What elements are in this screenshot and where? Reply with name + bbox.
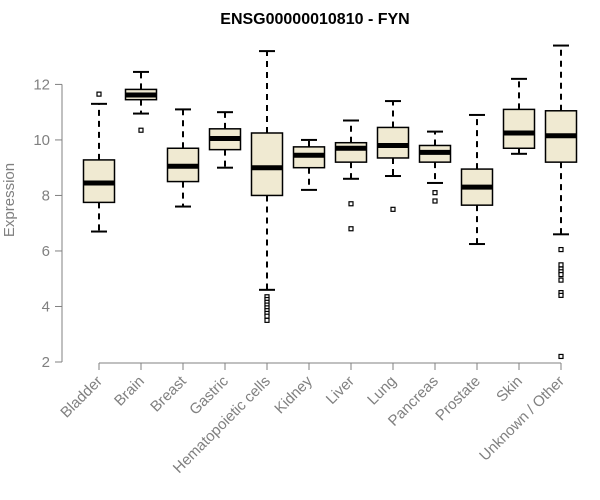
outlier-point	[558, 353, 564, 360]
box-group	[250, 50, 284, 323]
box-group	[460, 113, 494, 246]
x-tick-label: Skin	[493, 373, 526, 406]
box-iqr	[334, 141, 368, 163]
y-tick-label: 4	[42, 298, 50, 315]
y-axis: 2 4 6 8 10 12	[33, 76, 63, 371]
box-iqr	[250, 132, 284, 197]
box-group	[292, 138, 326, 191]
outlier-point	[558, 277, 564, 283]
outlier-point	[348, 226, 354, 232]
box-group	[334, 119, 368, 232]
outlier-point	[432, 190, 438, 196]
outlier-point	[558, 246, 564, 253]
chart-title: ENSG00000010810 - FYN	[220, 11, 409, 28]
x-tick-label: Breast	[147, 372, 190, 415]
x-tick-label: Kidney	[271, 372, 316, 417]
x-tick-label: Bladder	[57, 373, 106, 422]
box-group	[82, 91, 116, 233]
box-group	[418, 130, 452, 204]
box-group	[208, 111, 242, 169]
y-tick-label: 10	[33, 132, 50, 149]
box-series	[82, 44, 578, 360]
y-tick-label: 2	[42, 354, 50, 371]
outlier-point	[264, 317, 270, 323]
box-group	[166, 108, 200, 208]
outlier-point	[96, 91, 102, 97]
box-group	[544, 44, 578, 360]
box-iqr	[502, 108, 536, 150]
outlier-point	[558, 292, 564, 298]
box-group	[124, 70, 158, 133]
outlier-point	[348, 201, 354, 207]
x-tick-label: Lung	[364, 373, 400, 409]
outlier-point	[432, 198, 438, 204]
box-group	[502, 77, 536, 155]
outlier-point	[390, 206, 396, 212]
box-group	[376, 100, 410, 212]
y-tick-label: 12	[33, 76, 50, 93]
outlier-point	[264, 313, 270, 319]
x-tick-label: Prostate	[432, 373, 484, 425]
box-iqr	[376, 126, 410, 159]
x-tick-label: Brain	[111, 373, 148, 410]
outlier-point	[558, 271, 564, 278]
outlier-point	[558, 262, 564, 268]
y-axis-label: Expression	[1, 163, 18, 237]
y-tick-label: 8	[42, 187, 50, 204]
outlier-point	[138, 127, 144, 133]
y-tick-label: 6	[42, 243, 50, 260]
x-tick-label: Liver	[323, 373, 358, 408]
